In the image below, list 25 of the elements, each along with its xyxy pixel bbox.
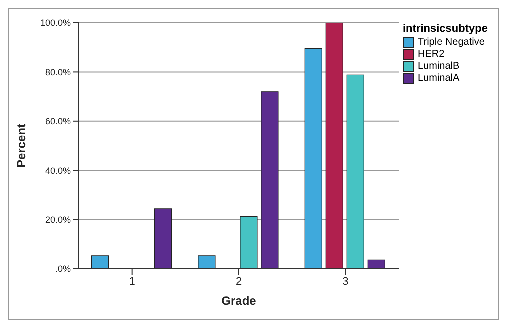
y-tick-label: 100.0% [40,18,71,28]
y-axis-title: Percent [14,124,28,168]
x-tick-label: 3 [342,276,349,288]
y-tick-label: 40.0% [45,166,71,176]
legend-title: intrinsicsubtype [403,23,489,35]
y-tick-label: 60.0% [45,116,71,127]
legend-label: LuminalA [418,73,460,84]
legend-label: LuminalB [418,61,460,72]
legend-label: HER2 [418,49,445,60]
bar [326,23,344,269]
bar [346,74,364,269]
x-axis-title: Grade [222,294,257,308]
y-tick-label: .0% [55,264,71,274]
bar [368,260,386,269]
bar [304,48,322,269]
x-tick-label: 2 [236,276,242,288]
bar [92,256,110,269]
bar [198,256,216,269]
bar [261,92,279,269]
legend-label: Triple Negative [418,37,485,48]
bar [154,208,172,269]
y-tick-label: 80.0% [45,67,71,78]
y-tick-label: 20.0% [45,214,71,225]
bar [240,216,258,269]
x-tick-label: 1 [129,276,136,288]
